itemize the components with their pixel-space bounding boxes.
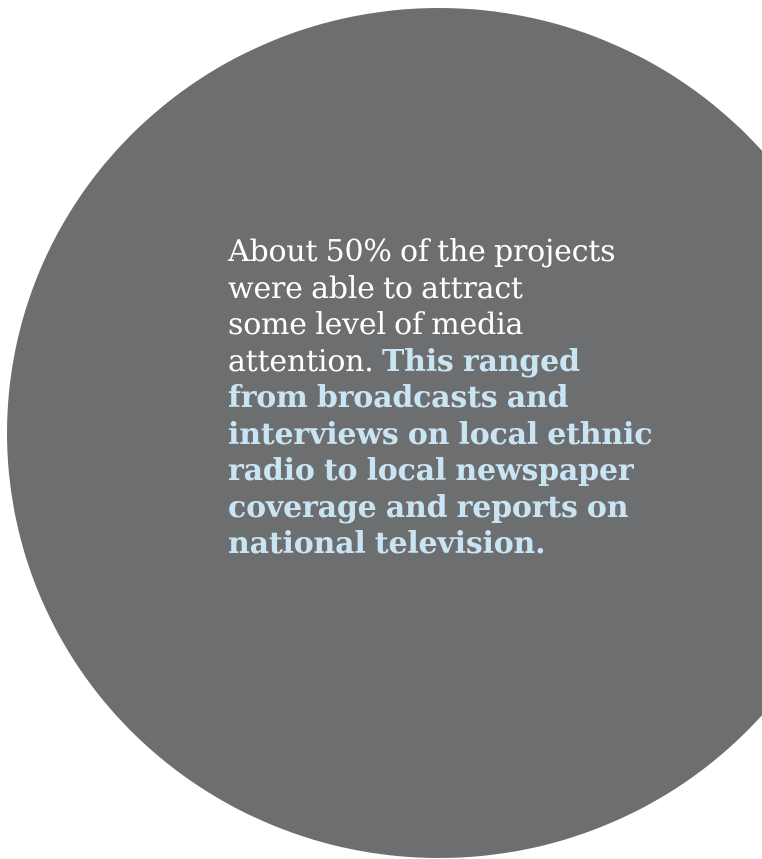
callout-text: attention. [228,343,382,379]
callout-line-8: coverage and reports on [228,490,668,527]
callout-text: some level of media [228,307,524,342]
callout-text: were able to attract [228,270,523,306]
callout-line-2: were able to attract [228,271,668,308]
callout-highlight-text: coverage and reports on [228,489,629,525]
callout-line-6: interviews on local ethnic [228,417,668,454]
callout-line-3: some level of media [228,307,668,344]
callout-line-5: from broadcasts and [228,380,668,417]
callout-line-4: attention. This ranged [228,344,668,381]
callout-text: About 50% of the projects [228,234,616,269]
callout-highlight-text: from broadcasts and [228,380,569,415]
grey-circle-background [7,8,762,858]
callout-highlight-text: This ranged [381,343,580,379]
callout-line-1: About 50% of the projects [228,234,668,271]
callout-line-7: radio to local newspaper [228,453,668,490]
media-attention-callout: About 50% of the projects were able to a… [228,234,668,563]
callout-highlight-text: radio to local newspaper [228,453,634,488]
callout-highlight-text: interviews on local ethnic [228,416,653,452]
callout-highlight-text: national television. [228,526,546,561]
callout-line-9: national television. [228,526,668,563]
